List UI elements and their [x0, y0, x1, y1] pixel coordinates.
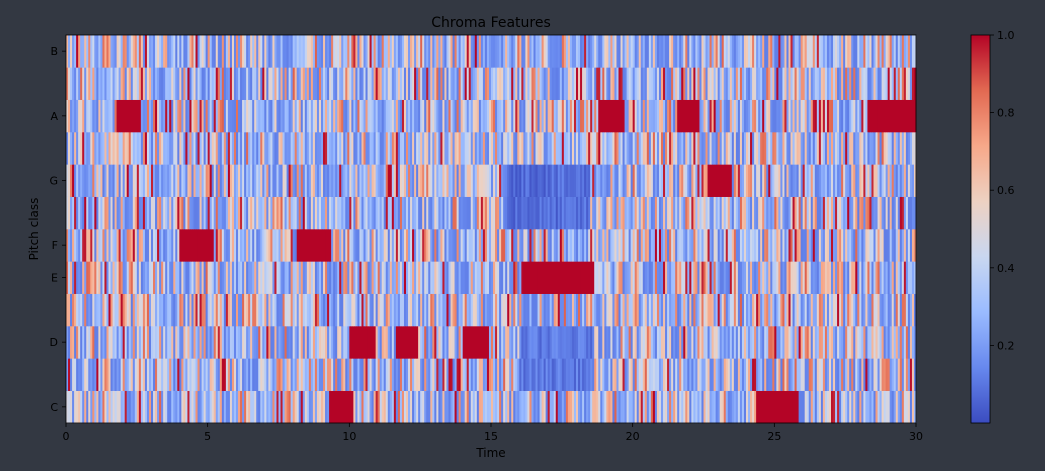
heatmap-row-G	[66, 164, 916, 197]
heatmap	[66, 35, 916, 423]
heatmap-row-A	[66, 100, 916, 133]
heatmap-row-Dsharp	[66, 294, 916, 327]
heatmap-row-F	[66, 229, 916, 262]
heatmap-row-C	[66, 391, 916, 424]
heatmap-row-E	[66, 261, 916, 294]
heatmap-row-Fsharp	[66, 197, 916, 230]
heatmap-row-D	[66, 326, 916, 359]
heatmap-row-B	[66, 35, 916, 68]
heatmap-row-Csharp	[66, 358, 916, 391]
heatmap-row-Asharp	[66, 67, 916, 100]
heatmap-row-Gsharp	[66, 132, 916, 165]
